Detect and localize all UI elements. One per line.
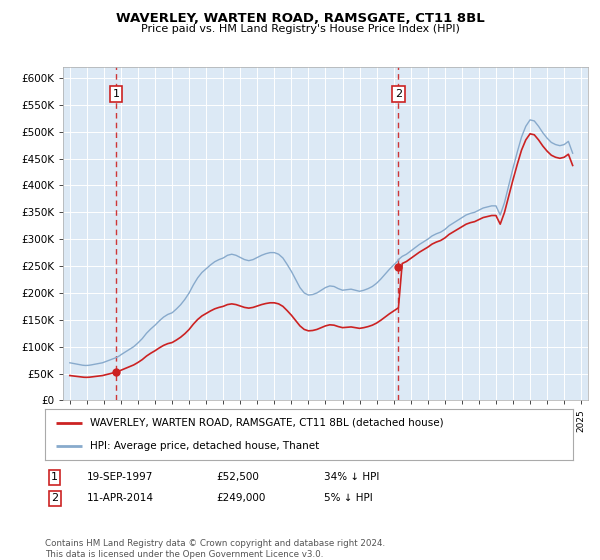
Text: £52,500: £52,500 [216,472,259,482]
Text: £249,000: £249,000 [216,493,265,503]
Text: 19-SEP-1997: 19-SEP-1997 [87,472,154,482]
Text: 5% ↓ HPI: 5% ↓ HPI [324,493,373,503]
Text: 11-APR-2014: 11-APR-2014 [87,493,154,503]
Text: 1: 1 [51,472,58,482]
Text: WAVERLEY, WARTEN ROAD, RAMSGATE, CT11 8BL (detached house): WAVERLEY, WARTEN ROAD, RAMSGATE, CT11 8B… [90,418,443,428]
Text: 1: 1 [113,89,119,99]
Text: 2: 2 [395,89,402,99]
Text: WAVERLEY, WARTEN ROAD, RAMSGATE, CT11 8BL: WAVERLEY, WARTEN ROAD, RAMSGATE, CT11 8B… [116,12,484,25]
Text: Contains HM Land Registry data © Crown copyright and database right 2024.
This d: Contains HM Land Registry data © Crown c… [45,539,385,559]
Text: HPI: Average price, detached house, Thanet: HPI: Average price, detached house, Than… [90,441,319,451]
Text: 2: 2 [51,493,58,503]
Text: Price paid vs. HM Land Registry's House Price Index (HPI): Price paid vs. HM Land Registry's House … [140,24,460,34]
Text: 34% ↓ HPI: 34% ↓ HPI [324,472,379,482]
